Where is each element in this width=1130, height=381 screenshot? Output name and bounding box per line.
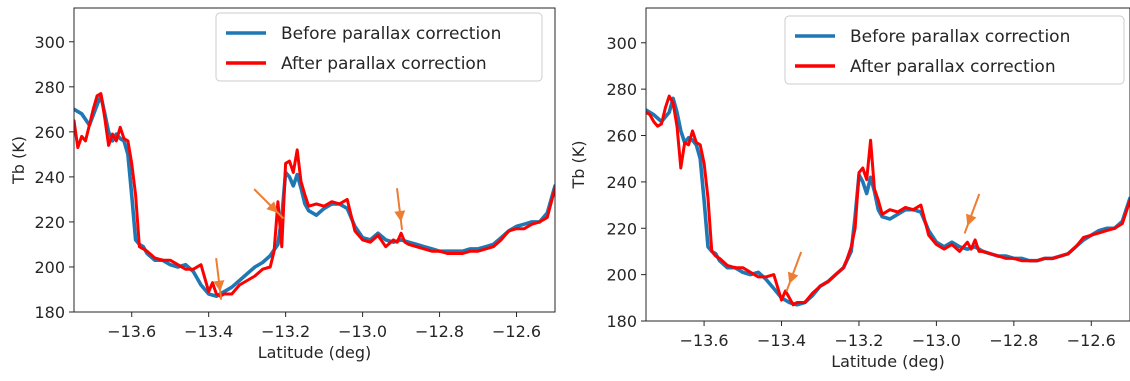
chart-panel-right: 180 200 220 240 260 280 300 −13.6 −13.4 −13.2 −13.… [569,7,1130,371]
legend-entry-label: After parallax correction [850,57,1056,77]
x-tick-label: −13.2 [261,322,310,341]
legend: Before parallax correction After parallax… [784,15,1125,85]
series-line-before [74,94,555,299]
y-axis-label: Tb (K) [569,141,588,190]
chart-panel-left: 180 200 220 240 260 280 300 −13.6 −13.4 −13.2 −13.… [9,7,556,362]
y-tick-label: 180 [34,303,65,322]
plot-frame [645,7,1130,322]
y-tick-label: 260 [34,123,65,142]
annotation-arrow [963,193,981,234]
arrow-shaft [963,193,981,234]
x-tick-label: −13.6 [680,331,729,350]
plot-area [646,94,1130,307]
legend: Before parallax correction After parallax… [215,12,543,82]
arrow-shaft [253,188,285,220]
legend-box [215,12,543,82]
y-tick-label: 280 [34,78,65,97]
x-tick-label: −13.4 [757,331,806,350]
series-line-after [74,92,555,298]
y-tick-label: 220 [34,213,65,232]
y-tick-label: 200 [606,266,637,285]
annotation-arrow [253,188,285,220]
arrow-shaft [785,251,803,292]
y-tick-label: 300 [606,34,637,53]
arrow-shaft [215,257,223,300]
y-tick-label: 240 [34,168,65,187]
y-axis-label: Tb (K) [9,136,28,185]
annotation-arrow [394,188,406,230]
arrow-head [213,280,225,292]
x-tick-label: −13.4 [184,322,233,341]
x-tick-label: −12.8 [989,331,1038,350]
y-tick-label: 180 [606,312,637,331]
legend-entry-label: After parallax correction [281,54,487,74]
y-tick-label: 300 [34,33,65,52]
series-line-after [646,94,1130,307]
legend-box [784,15,1125,85]
legend-entry-label: Before parallax correction [281,24,501,44]
x-tick-label: −13.0 [338,322,387,341]
x-tick-label: −13.6 [107,322,156,341]
arrow-head [787,271,799,284]
x-tick-label: −12.6 [1067,331,1116,350]
x-tick-label: −13.2 [834,331,883,350]
annotation-arrow [785,251,803,292]
x-tick-label: −12.6 [492,322,541,341]
plot-frame [73,7,556,313]
arrow-head [266,201,278,213]
x-axis-label: Latitude (deg) [258,343,372,362]
x-tick-label: −13.0 [912,331,961,350]
y-tick-label: 260 [606,127,637,146]
y-tick-label: 200 [34,258,65,277]
arrow-head [394,210,406,222]
x-axis-label: Latitude (deg) [831,352,945,371]
arrow-shaft [396,188,404,230]
arrow-head [966,213,977,226]
x-tick-label: −12.8 [415,322,464,341]
y-tick-label: 240 [606,173,637,192]
legend-entry-label: Before parallax correction [850,27,1070,47]
plot-area [74,92,555,299]
y-tick-label: 280 [606,80,637,99]
series-line-before [646,96,1130,307]
y-tick-label: 220 [606,219,637,238]
annotation-arrow [213,257,225,300]
